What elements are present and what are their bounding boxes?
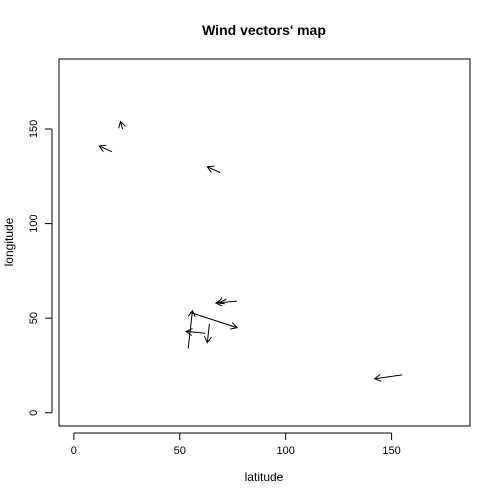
wind-vector-4 bbox=[185, 328, 206, 336]
wind-vector-6 bbox=[216, 297, 227, 305]
wind-vector-head bbox=[98, 144, 107, 152]
chart-title: Wind vectors' map bbox=[202, 22, 326, 38]
plot-frame bbox=[58, 58, 471, 427]
wind-vector-3 bbox=[204, 323, 212, 344]
wind-vector-10 bbox=[118, 120, 126, 130]
y-tick-label: 0 bbox=[28, 410, 40, 416]
x-tick-label: 150 bbox=[382, 445, 400, 457]
x-tick-label: 100 bbox=[277, 445, 295, 457]
wind-vector-8 bbox=[206, 165, 221, 173]
vector-layer bbox=[98, 120, 403, 382]
wind-vector-shaft bbox=[190, 312, 238, 329]
x-axis-label: latitude bbox=[245, 470, 284, 484]
wind-vector-head bbox=[230, 322, 238, 330]
x-tick-label: 0 bbox=[71, 445, 77, 457]
y-tick-label: 100 bbox=[28, 214, 40, 232]
y-axis-label: longitude bbox=[2, 217, 16, 266]
wind-vector-head bbox=[206, 165, 215, 173]
wind-vector-shaft bbox=[374, 374, 403, 380]
wind-vector-shaft bbox=[99, 145, 113, 153]
y-tick-label: 50 bbox=[28, 312, 40, 324]
wind-vector-shaft bbox=[119, 121, 124, 130]
wind-vector-shaft bbox=[206, 323, 210, 343]
wind-vector-shaft bbox=[207, 166, 221, 173]
wind-vector-7 bbox=[373, 374, 403, 382]
wind-vector-shaft bbox=[217, 298, 227, 304]
wind-vector-head bbox=[185, 328, 193, 336]
x-tick-label: 50 bbox=[174, 445, 186, 457]
wind-vector-head bbox=[216, 297, 225, 305]
y-tick-label: 150 bbox=[28, 120, 40, 138]
y-axis: 0 50 100 150 bbox=[28, 120, 53, 416]
wind-vector-head bbox=[204, 336, 212, 344]
wind-vector-2 bbox=[190, 312, 238, 330]
wind-vector-shaft bbox=[186, 330, 206, 334]
wind-vector-head bbox=[373, 374, 382, 382]
wind-vector-9 bbox=[98, 144, 113, 153]
wind-vector-head bbox=[118, 120, 126, 129]
wind-vector-head bbox=[187, 309, 196, 318]
x-axis: 0 50 100 150 bbox=[71, 432, 401, 457]
